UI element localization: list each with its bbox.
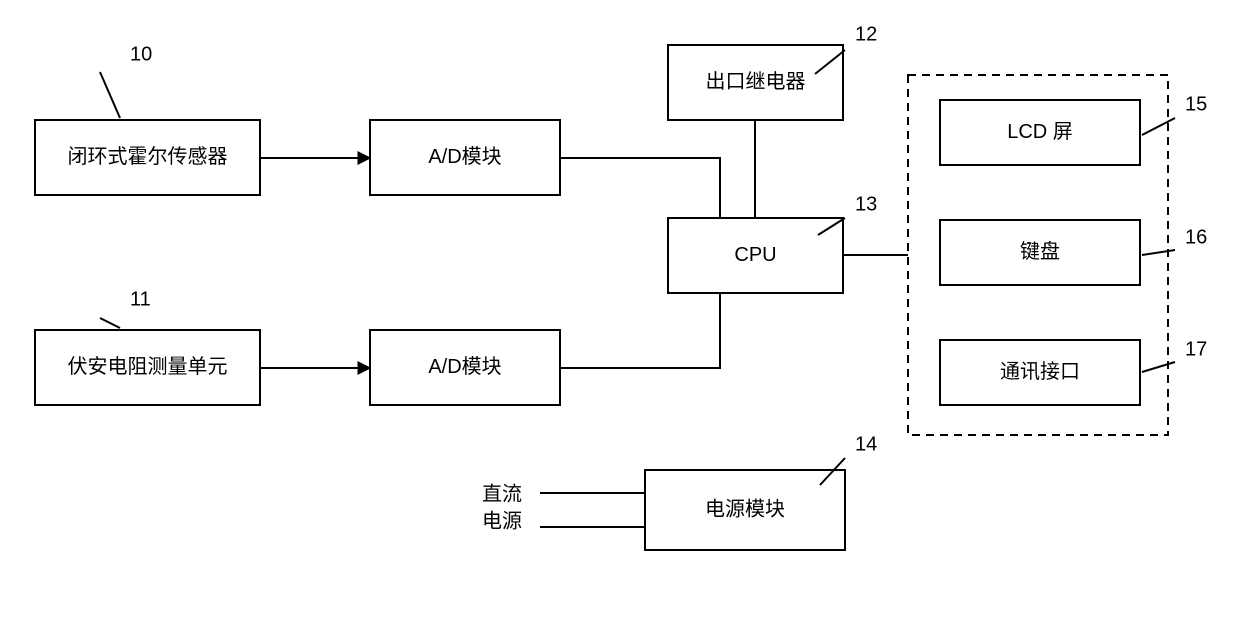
dc-label-line1: 直流 — [482, 482, 522, 505]
edge-ad2-cpu — [560, 293, 720, 368]
node-label-va: 伏安电阻测量单元 — [68, 355, 228, 378]
ref-number-comm: 17 — [1185, 338, 1207, 360]
node-label-lcd: LCD 屏 — [1007, 121, 1073, 143]
node-label-ad2: A/D模块 — [428, 355, 501, 378]
ref-leader-hall — [100, 72, 120, 118]
ref-number-va: 11 — [130, 288, 151, 310]
ref-number-power: 14 — [855, 433, 877, 455]
node-label-relay: 出口继电器 — [706, 70, 806, 93]
block-diagram: 闭环式霍尔传感器 10 伏安电阻测量单元 11 A/D模块 A/D模块 出口继电器 12 CPU… — [0, 0, 1240, 623]
ref-leader-kbd — [1142, 250, 1175, 255]
dc-label-line2: 电源 — [482, 509, 522, 532]
ref-number-hall: 10 — [130, 43, 152, 65]
ref-leader-lcd — [1142, 118, 1175, 135]
ref-number-cpu: 13 — [855, 193, 877, 215]
node-label-kbd: 键盘 — [1020, 240, 1060, 263]
node-label-power: 电源模块 — [705, 497, 785, 520]
ref-leader-comm — [1142, 362, 1175, 372]
ref-number-relay: 12 — [855, 23, 877, 45]
node-label-comm: 通讯接口 — [1000, 360, 1080, 383]
ref-number-kbd: 16 — [1185, 226, 1207, 248]
node-label-hall: 闭环式霍尔传感器 — [68, 145, 228, 168]
node-label-cpu: CPU — [734, 244, 776, 266]
edge-ad1-cpu — [560, 158, 720, 218]
ref-number-lcd: 15 — [1185, 93, 1207, 115]
ref-leader-va — [100, 318, 120, 328]
node-label-ad1: A/D模块 — [428, 145, 501, 168]
